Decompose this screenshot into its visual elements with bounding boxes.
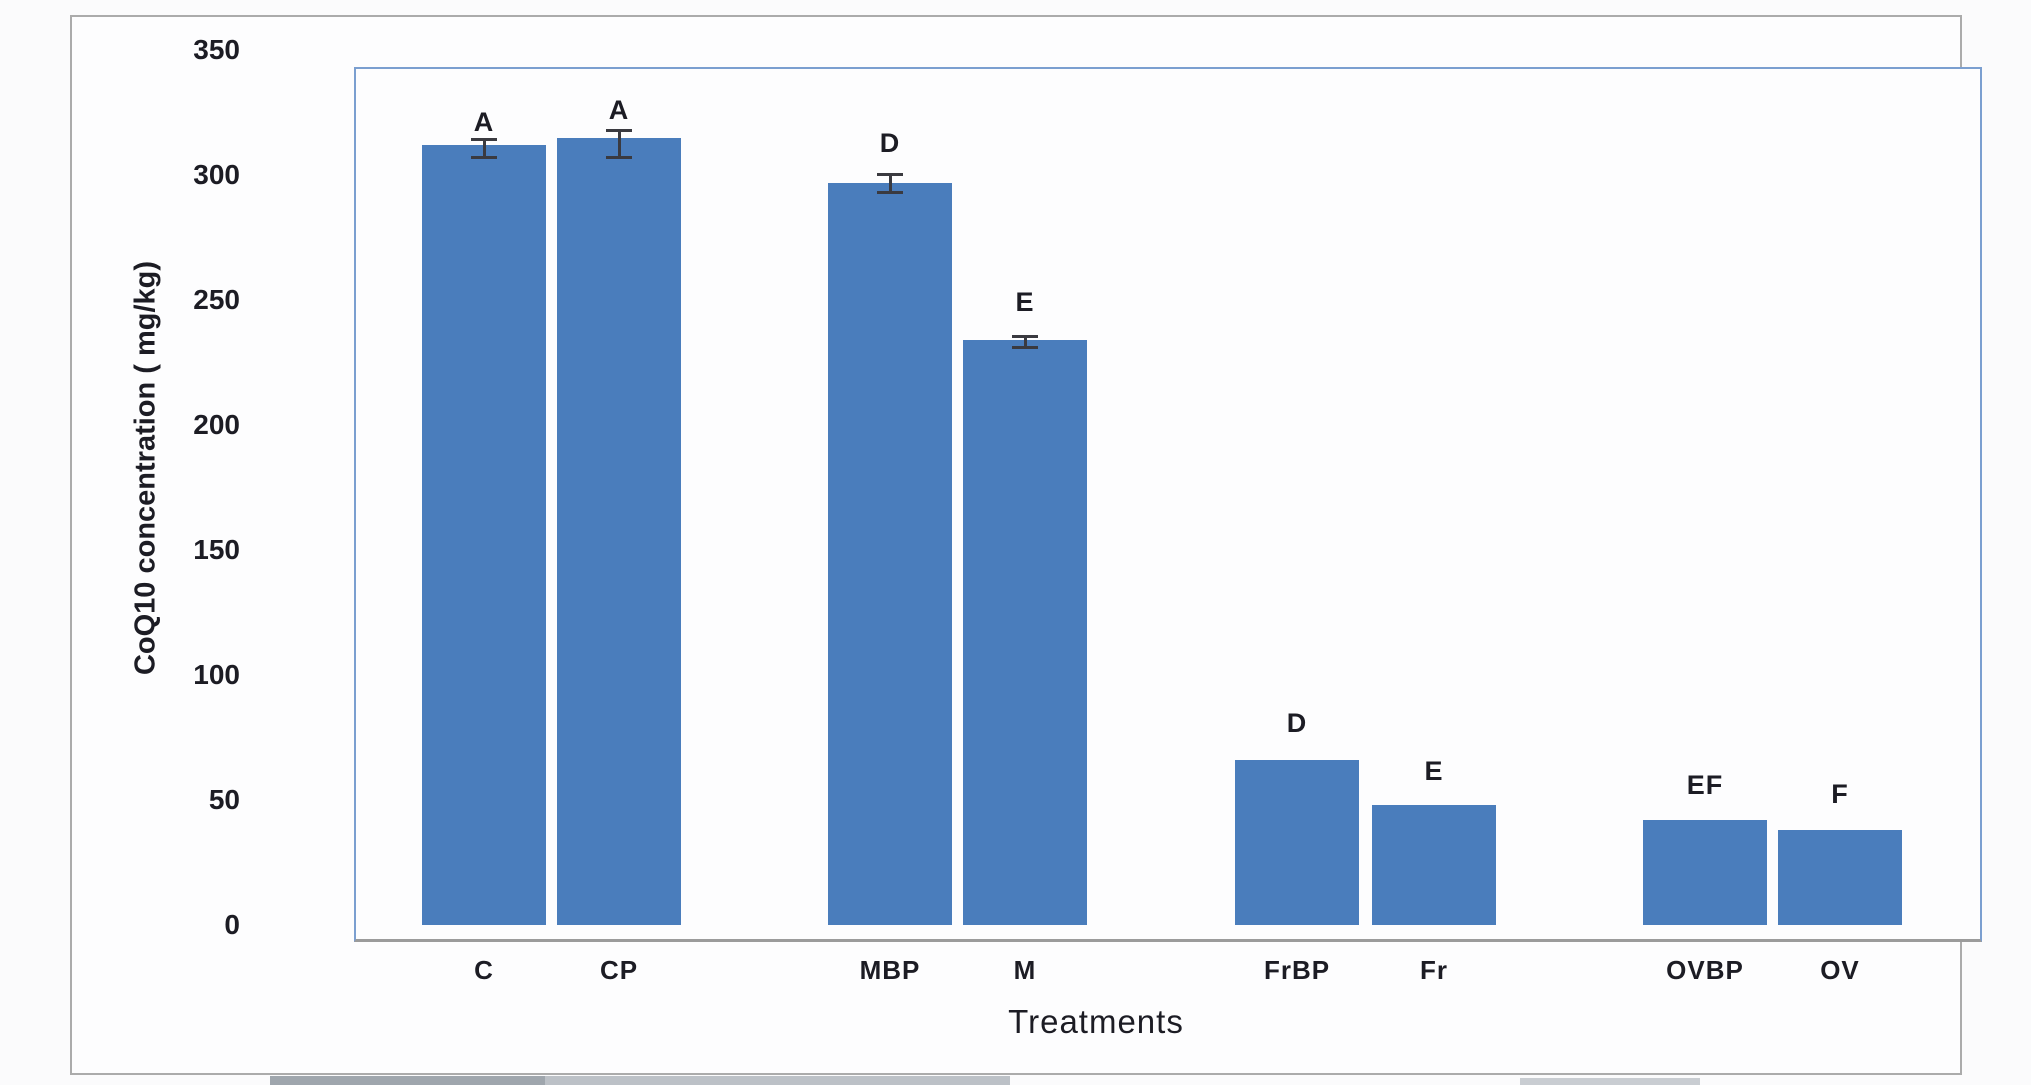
x-axis-title: Treatments [1008, 1003, 1184, 1040]
screen-edge-artifact [270, 1076, 545, 1085]
plot-area [354, 67, 1982, 942]
chart-figure [70, 15, 1982, 1075]
screen-edge-artifact [270, 1076, 1010, 1085]
y-axis-title: CoQ10 concentration ( mg/kg) [129, 260, 162, 676]
screen-edge-artifact [1520, 1078, 1700, 1085]
